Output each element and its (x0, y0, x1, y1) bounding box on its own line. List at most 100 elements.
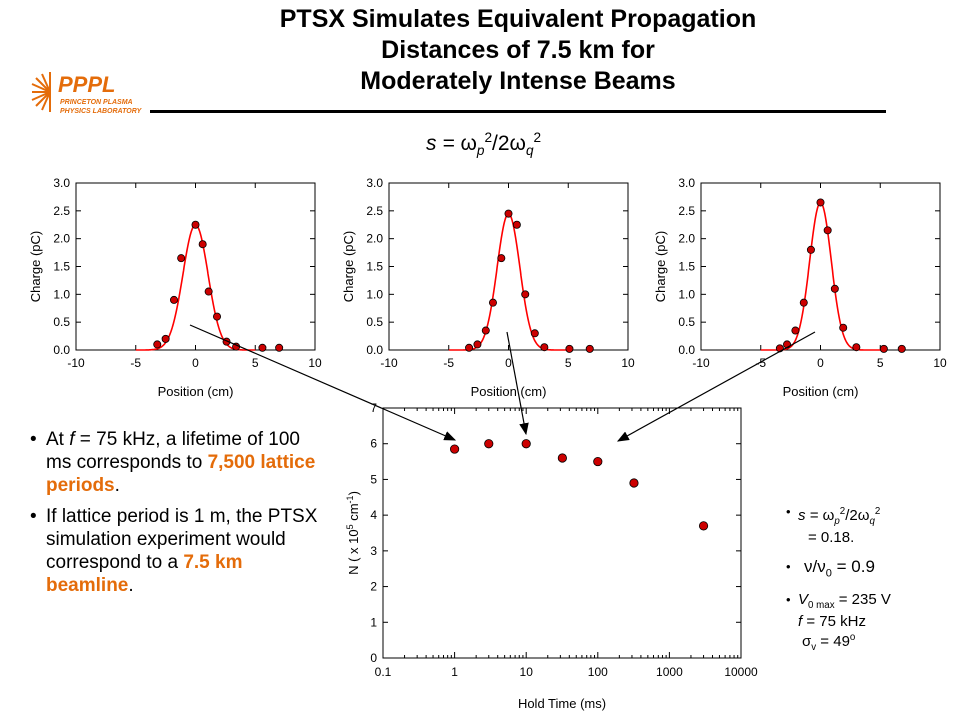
title-line-1: PTSX Simulates Equivalent Propagation (279, 5, 757, 33)
connector-arrow-3 (616, 331, 816, 442)
x-tick-label: -5 (443, 356, 454, 370)
hold-time-chart: 0.1 1 10 100 1000 10000 0 1 2 3 4 5 6 7 Hold Time (ms)… (345, 401, 758, 711)
x-tick-label: -10 (67, 356, 85, 370)
x-tick-label: 0 (505, 356, 512, 370)
y-tick-label: 0 (370, 651, 377, 665)
y-axis-label: Charge (pC) (341, 231, 356, 303)
x-axis-label: Position (cm) (158, 384, 234, 399)
data-point (799, 298, 808, 307)
gaussian-fit-line (135, 223, 256, 351)
y-tick-label: 0.5 (366, 315, 383, 329)
y-tick-label: 4 (370, 508, 377, 522)
x-tick-label: 0 (817, 356, 824, 370)
data-point (177, 254, 186, 263)
data-point (204, 287, 213, 296)
data-point (153, 340, 162, 349)
connector-arrow-2 (506, 331, 529, 436)
y-tick-label: 2.5 (678, 204, 695, 218)
data-point (521, 439, 531, 449)
y-tick-label: 2.5 (366, 204, 383, 218)
y-tick-label: 3 (370, 544, 377, 558)
y-tick-label: 2.0 (53, 232, 70, 246)
data-point (565, 344, 574, 353)
data-point (473, 340, 482, 349)
x-tick-label: 5 (252, 356, 259, 370)
data-point (629, 478, 639, 488)
y-tick-label: 7 (370, 401, 377, 415)
data-point (481, 326, 490, 335)
data-point (852, 343, 861, 352)
y-tick-label: 6 (370, 437, 377, 451)
y-tick-label: 0.0 (366, 343, 383, 357)
data-point (521, 290, 530, 299)
y-tick-label: 3.0 (366, 176, 383, 190)
param-nu: ν/ν0 = 0.9 (786, 556, 956, 584)
y-tick-label: 0.5 (678, 315, 695, 329)
data-point (830, 284, 839, 293)
y-tick-label: 1.5 (366, 260, 383, 274)
data-point (593, 456, 603, 467)
bullet-lifetime: At f = 75 kHz, a lifetime of 100 ms corr… (30, 428, 330, 497)
y-axis-label: N ( x 105 cm-1) (345, 491, 361, 575)
y-tick-label: 2.0 (678, 232, 695, 246)
y-axis-label: Charge (pC) (653, 231, 668, 303)
data-point (449, 444, 460, 454)
x-tick-label: -10 (380, 356, 398, 370)
data-point (540, 343, 549, 352)
y-tick-label: 1.5 (678, 260, 695, 274)
data-point (504, 209, 513, 218)
plot-frame (382, 407, 742, 659)
data-point (258, 343, 267, 352)
x-tick-label: 5 (877, 356, 884, 370)
x-tick-label: 0.1 (375, 665, 392, 679)
data-point (161, 334, 170, 343)
logo-subtext-2: PHYSICS LABORATORY (60, 108, 143, 115)
data-point (530, 329, 539, 338)
data-point (169, 295, 178, 304)
x-axis-label: Position (cm) (783, 384, 859, 399)
x-axis-label: Position (cm) (471, 384, 547, 399)
x-tick-label: 10000 (724, 665, 758, 679)
x-tick-label: 10 (308, 356, 322, 370)
starburst-icon (31, 72, 51, 112)
data-point (839, 323, 848, 332)
data-point (806, 245, 815, 254)
plot-frame (388, 182, 629, 351)
y-tick-label: 1 (370, 615, 377, 629)
position-chart-1: -10 -5 0 5 10 0.0 0.5 1.0 1.5 2.0 2.5 3.0 Position (… (28, 176, 322, 399)
bullet-list: At f = 75 kHz, a lifetime of 100 ms corr… (30, 428, 330, 605)
x-tick-label: 100 (588, 665, 608, 679)
data-point (465, 343, 474, 352)
y-tick-label: 1.0 (53, 287, 70, 301)
data-point (191, 220, 200, 229)
y-tick-label: 0.0 (678, 343, 695, 357)
parameter-list: s = ωp2/2ωq2= 0.18. ν/ν0 = 0.9 V0 max = … (786, 504, 956, 656)
x-tick-label: 10 (621, 356, 635, 370)
x-tick-label: -5 (130, 356, 141, 370)
x-tick-label: 10 (520, 665, 534, 679)
y-tick-label: 0.0 (53, 343, 70, 357)
data-point (198, 240, 207, 249)
y-tick-label: 1.5 (53, 260, 70, 274)
y-tick-label: 3.0 (53, 176, 70, 190)
data-point (897, 344, 906, 353)
title-line-2: Distances of 7.5 km for (381, 36, 655, 64)
position-chart-2: -10 -5 0 5 10 0.0 0.5 1.0 1.5 2.0 2.5 3.0 Position (… (341, 176, 635, 399)
y-axis-label: Charge (pC) (28, 231, 43, 303)
y-tick-label: 5 (370, 472, 377, 486)
plot-frame (700, 182, 941, 351)
data-point (823, 226, 832, 235)
logo-subtext-1: PRINCETON PLASMA (60, 99, 133, 106)
title-underline (150, 110, 886, 113)
plot-frame (75, 182, 316, 351)
data-point (879, 344, 888, 353)
y-tick-label: 2.5 (53, 204, 70, 218)
position-chart-3: -10 -5 0 5 10 0.0 0.5 1.0 1.5 2.0 2.5 3.0 Position (… (653, 176, 947, 399)
x-tick-label: 1 (451, 665, 458, 679)
x-tick-label: 5 (565, 356, 572, 370)
connector-arrow-1 (189, 324, 457, 441)
title-line-3: Moderately Intense Beams (360, 67, 676, 95)
y-tick-label: 0.5 (53, 315, 70, 329)
